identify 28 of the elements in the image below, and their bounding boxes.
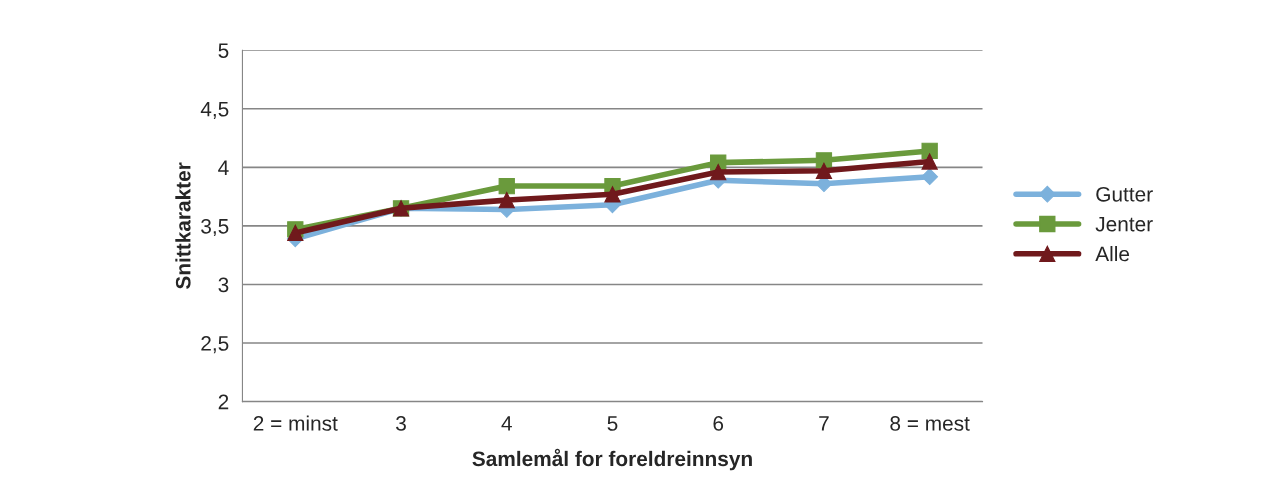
y-axis-title: Snittkarakter [175, 162, 191, 289]
y-tick-label: 5 [218, 43, 229, 58]
y-tick-label: 2 [218, 394, 229, 410]
y-tick-label: 2,5 [201, 336, 229, 354]
point [498, 177, 515, 195]
y-tick-label: 4,5 [200, 101, 229, 119]
x-tick-label: 7 [819, 416, 829, 431]
y-tick-label: 4 [218, 160, 229, 175]
x-tick-label: 8 = mest [890, 416, 970, 431]
x-axis-title: Samlemål for foreldreinnsyn [472, 448, 752, 471]
legend-label: Jenter [1095, 216, 1153, 232]
x-tick-label: 3 [396, 416, 406, 431]
x-tick-label: 5 [607, 416, 618, 431]
point [921, 142, 938, 160]
x-tick-label: 2 = minst [253, 415, 338, 431]
point [287, 224, 304, 242]
legend-label: Gutter [1096, 186, 1153, 202]
point [710, 163, 727, 181]
point [604, 186, 621, 203]
y-tick-label: 3,5 [201, 218, 229, 237]
x-tick-label: 6 [713, 416, 724, 431]
legend-label: Alle [1095, 246, 1130, 262]
point [498, 191, 515, 209]
y-tick-label: 3 [218, 277, 229, 293]
point [921, 168, 939, 186]
point [815, 162, 833, 180]
x-tick-label: 4 [501, 416, 512, 431]
point [921, 153, 938, 170]
